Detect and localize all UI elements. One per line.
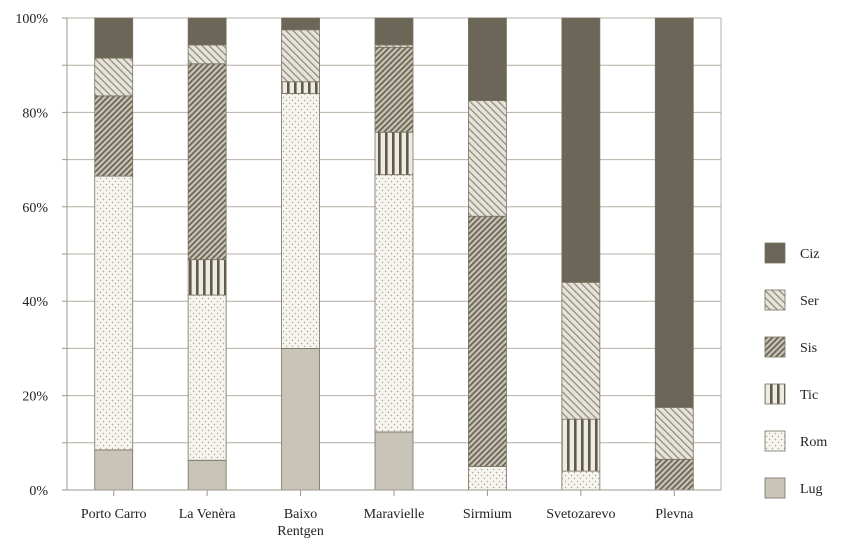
bars — [94, 17, 694, 491]
legend-swatch — [764, 477, 786, 499]
legend-label: Rom — [800, 435, 827, 450]
y-tick-label: 100% — [15, 12, 48, 27]
x-category-label: Svetozarevo — [546, 507, 615, 522]
category-labels: Porto Carro La Venèra Baixo Rentgen Maraviel… — [81, 507, 694, 539]
bar-segment-ser — [94, 57, 134, 97]
legend-item-sis: Sis — [764, 336, 817, 358]
legend-item-ser: Ser — [764, 289, 819, 311]
bar-segment-lug — [187, 459, 227, 491]
bar-segment-ser — [468, 100, 507, 217]
bar-segment-tic — [374, 131, 414, 176]
bar-segment-sis — [187, 63, 227, 261]
legend: Ciz Ser Sis Tic Rom Lug — [764, 242, 827, 499]
x-category-label: Porto Carro — [81, 507, 147, 522]
bar-segment-ciz — [468, 17, 507, 101]
bar-segment-ciz — [94, 17, 134, 59]
legend-label: Ciz — [800, 247, 819, 262]
y-tick-label: 20% — [22, 390, 48, 405]
y-tick-labels: 0% 20% 40% 60% 80% 100% — [15, 12, 48, 499]
legend-swatch — [764, 383, 786, 405]
bar-segment-rom — [187, 294, 227, 461]
legend-item-lug: Lug — [764, 477, 823, 499]
bar-segment-lug — [374, 431, 414, 491]
bar-segment-lug — [281, 347, 320, 491]
legend-item-ciz: Ciz — [764, 242, 819, 264]
legend-swatch — [764, 242, 786, 264]
y-tick-label: 40% — [22, 295, 48, 310]
bar-segment-rom — [374, 174, 414, 433]
legend-label: Lug — [800, 482, 823, 497]
x-category-label: La Venèra — [179, 507, 237, 522]
bar-segment-ciz — [561, 17, 601, 283]
bar-segment-rom — [468, 465, 507, 491]
bar-segment-lug — [94, 449, 134, 491]
bar-segment-ciz — [187, 17, 227, 46]
bar-segment-rom — [281, 93, 320, 349]
bar-segment-ser — [654, 406, 694, 460]
y-tick-label: 0% — [29, 484, 48, 499]
bar-segment-ciz — [654, 17, 694, 408]
bar-segment-sis — [468, 215, 507, 467]
bar-segment-sis — [94, 95, 134, 177]
legend-swatch — [764, 289, 786, 311]
bar-segment-sis — [654, 458, 694, 491]
y-tick-label: 80% — [22, 106, 48, 121]
bar-segment-tic — [187, 259, 227, 296]
legend-swatch — [764, 336, 786, 358]
x-category-label: Sirmium — [463, 507, 512, 522]
bar-segment-sis — [374, 46, 414, 133]
bar-segment-tic — [561, 418, 601, 472]
bar-segment-ser — [281, 29, 320, 83]
x-category-label: Baixo Rentgen — [277, 507, 324, 539]
bar-segment-tic — [281, 81, 320, 94]
legend-label: Tic — [800, 388, 818, 403]
bar-segment-ciz — [281, 17, 320, 31]
legend-label: Sis — [800, 341, 817, 356]
x-category-label: Maravielle — [364, 507, 425, 522]
bar-segment-ser — [561, 281, 601, 420]
legend-swatch — [764, 430, 786, 452]
bar-segment-ser — [187, 44, 227, 65]
bar-segment-rom — [561, 470, 601, 491]
legend-label: Ser — [800, 294, 819, 309]
bar-segment-ciz — [374, 17, 414, 46]
axes — [62, 17, 722, 496]
legend-item-rom: Rom — [764, 430, 827, 452]
bar-segment-rom — [94, 175, 134, 451]
x-category-label: Plevna — [655, 507, 694, 522]
y-tick-label: 60% — [22, 201, 48, 216]
legend-item-tic: Tic — [764, 383, 818, 405]
